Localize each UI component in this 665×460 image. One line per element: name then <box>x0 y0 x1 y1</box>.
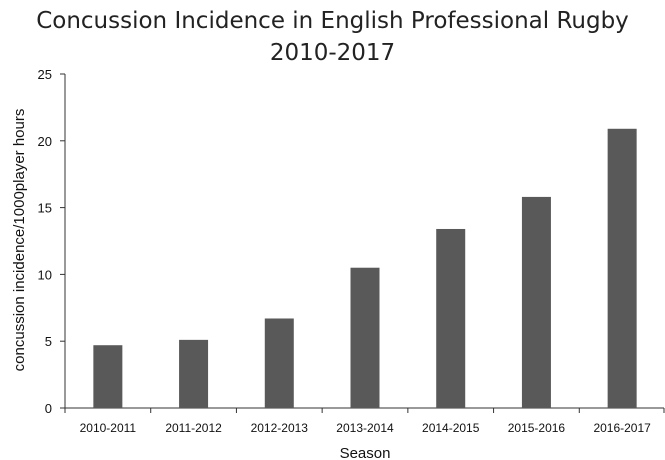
chart-title-line-1: Concussion Incidence in English Professi… <box>36 8 629 34</box>
bar <box>93 345 123 408</box>
x-tick-label: 2016-2017 <box>593 421 651 435</box>
y-tick-label: 5 <box>45 334 52 349</box>
x-tick-label: 2011-2012 <box>165 421 222 435</box>
y-tick-label: 15 <box>38 201 52 216</box>
x-tick-label: 2015-2016 <box>508 421 566 435</box>
x-axis-label: Season <box>340 445 391 460</box>
chart-title-line-2: 2010-2017 <box>269 40 396 66</box>
x-tick-label: 2013-2014 <box>336 421 394 435</box>
y-tick-label: 25 <box>38 67 52 82</box>
bar <box>350 267 380 408</box>
y-tick-label: 20 <box>38 134 52 149</box>
y-tick-label: 0 <box>45 401 52 416</box>
y-axis-label: concussion incidence/1000player hours <box>11 109 28 372</box>
bar <box>607 128 637 408</box>
x-tick-label: 2012-2013 <box>251 421 309 435</box>
x-tick-label: 2010-2011 <box>80 421 137 435</box>
bar <box>521 196 551 408</box>
y-tick-label: 10 <box>38 267 52 282</box>
bar <box>264 318 294 408</box>
bar <box>436 228 466 408</box>
x-tick-label: 2014-2015 <box>422 421 480 435</box>
bar <box>179 339 209 408</box>
